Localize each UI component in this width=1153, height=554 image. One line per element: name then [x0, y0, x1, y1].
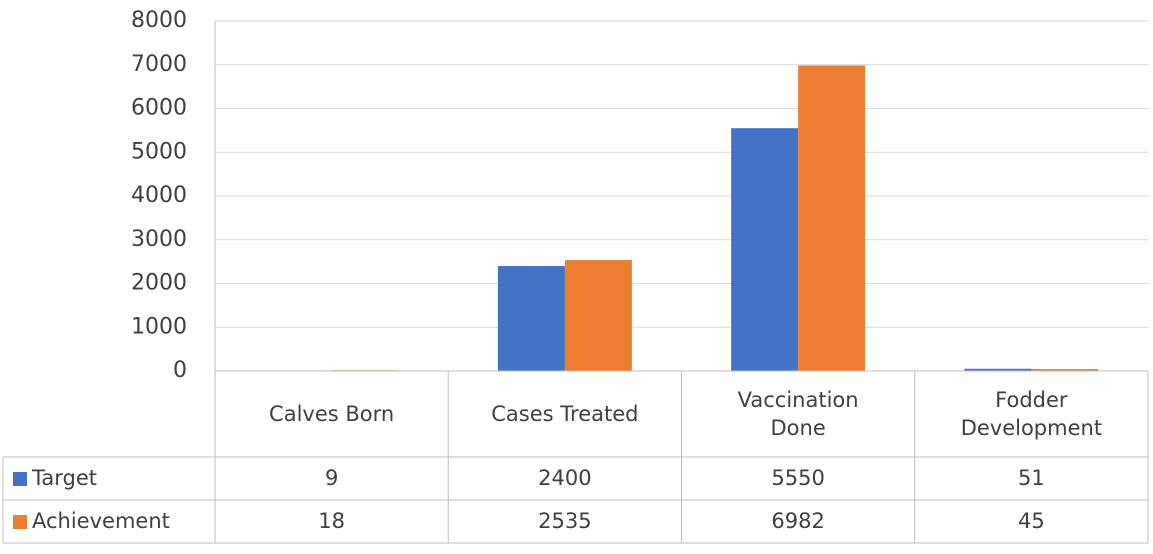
legend-key — [13, 471, 27, 486]
y-tick-label: 3000 — [131, 227, 187, 252]
y-tick-label: 6000 — [131, 96, 187, 121]
table-value: 9 — [324, 466, 339, 491]
legend-label: Target — [32, 466, 97, 491]
bar — [497, 266, 565, 371]
legend-entry: Target — [3, 457, 215, 500]
legend-entry: Achievement — [3, 500, 215, 543]
table-value: 2400 — [538, 466, 592, 491]
table-value: 6982 — [771, 509, 825, 534]
y-tick-label: 0 — [173, 358, 187, 383]
x-tick-label: Vaccination Done — [737, 387, 859, 440]
category-label: Cases Treated — [448, 371, 681, 457]
legend-label: Achievement — [32, 509, 170, 534]
table-value: 45 — [1018, 509, 1045, 534]
category-label: Vaccination Done — [682, 371, 915, 457]
y-tick-label: 7000 — [131, 52, 187, 77]
x-tick-label: Calves Born — [269, 401, 395, 426]
table-value: 2535 — [538, 509, 592, 534]
bar — [731, 128, 799, 371]
category-label: Fodder Development — [915, 371, 1148, 457]
y-tick-label: 4000 — [131, 183, 187, 208]
bar — [1031, 369, 1099, 371]
bar — [964, 368, 1032, 371]
table-value: 18 — [318, 509, 345, 534]
y-tick-label: 8000 — [131, 8, 187, 33]
x-tick-label: Cases Treated — [491, 401, 639, 426]
table-value: 5550 — [771, 466, 825, 491]
y-tick-label: 1000 — [131, 314, 187, 339]
category-label: Calves Born — [215, 371, 448, 457]
bar — [564, 260, 632, 371]
y-tick-label: 2000 — [131, 271, 187, 296]
table-value: 51 — [1018, 466, 1045, 491]
x-tick-label: Fodder Development — [960, 387, 1103, 440]
y-tick-label: 5000 — [131, 139, 187, 164]
bar — [798, 65, 866, 371]
legend-key — [13, 514, 27, 529]
